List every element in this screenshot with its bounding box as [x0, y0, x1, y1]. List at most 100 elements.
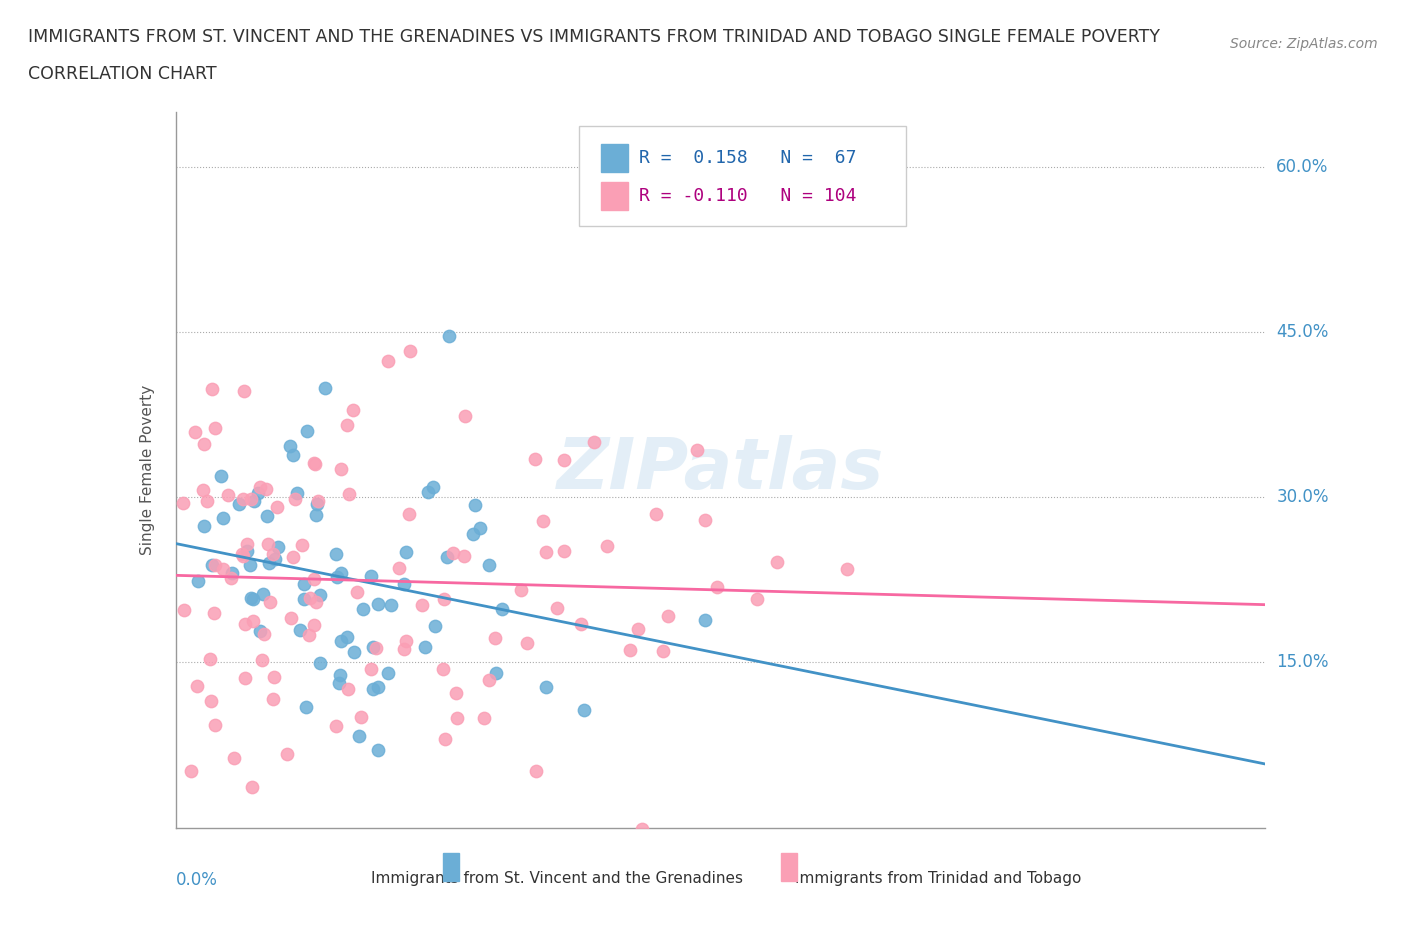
Immigrants from Trinidad and Tobago: [173, 603, 195, 618]
Immigrants from St. Vincent and the Grenadines: [329, 633, 352, 648]
Immigrants from St. Vincent and the Grenadines: [307, 497, 329, 512]
Immigrants from Trinidad and Tobago: [596, 538, 619, 553]
Immigrants from Trinidad and Tobago: [377, 353, 399, 368]
Immigrants from Trinidad and Tobago: [531, 513, 554, 528]
Immigrants from Trinidad and Tobago: [337, 682, 360, 697]
Immigrants from Trinidad and Tobago: [259, 594, 281, 609]
Immigrants from St. Vincent and the Grenadines: [437, 328, 460, 343]
Immigrants from St. Vincent and the Grenadines: [367, 680, 389, 695]
Text: ZIPatlas: ZIPatlas: [557, 435, 884, 504]
Immigrants from Trinidad and Tobago: [569, 617, 592, 631]
Immigrants from Trinidad and Tobago: [330, 461, 353, 476]
Immigrants from Trinidad and Tobago: [619, 643, 641, 658]
Immigrants from Trinidad and Tobago: [200, 694, 222, 709]
Immigrants from Trinidad and Tobago: [472, 711, 495, 725]
Immigrants from St. Vincent and the Grenadines: [278, 438, 301, 453]
Text: 45.0%: 45.0%: [1277, 323, 1329, 341]
Immigrants from St. Vincent and the Grenadines: [367, 597, 389, 612]
Immigrants from St. Vincent and the Grenadines: [534, 680, 557, 695]
Immigrants from Trinidad and Tobago: [398, 344, 420, 359]
Immigrants from Trinidad and Tobago: [193, 436, 215, 451]
Immigrants from Trinidad and Tobago: [392, 642, 415, 657]
Immigrants from St. Vincent and the Grenadines: [267, 539, 290, 554]
Immigrants from St. Vincent and the Grenadines: [309, 656, 332, 671]
Immigrants from St. Vincent and the Grenadines: [478, 557, 501, 572]
Immigrants from St. Vincent and the Grenadines: [314, 380, 336, 395]
Immigrants from Trinidad and Tobago: [217, 488, 239, 503]
Immigrants from Trinidad and Tobago: [233, 384, 256, 399]
Immigrants from Trinidad and Tobago: [262, 547, 284, 562]
Immigrants from St. Vincent and the Grenadines: [464, 498, 486, 512]
Immigrants from Trinidad and Tobago: [453, 549, 475, 564]
FancyBboxPatch shape: [600, 144, 628, 172]
Immigrants from St. Vincent and the Grenadines: [294, 591, 316, 606]
Immigrants from Trinidad and Tobago: [281, 550, 304, 565]
Immigrants from St. Vincent and the Grenadines: [295, 699, 318, 714]
Immigrants from Trinidad and Tobago: [524, 764, 547, 778]
Immigrants from Trinidad and Tobago: [233, 617, 256, 631]
Immigrants from Trinidad and Tobago: [236, 537, 259, 551]
Immigrants from Trinidad and Tobago: [346, 584, 368, 599]
Text: 30.0%: 30.0%: [1277, 488, 1329, 506]
Immigrants from Trinidad and Tobago: [304, 456, 326, 471]
Immigrants from St. Vincent and the Grenadines: [256, 509, 278, 524]
Immigrants from St. Vincent and the Grenadines: [423, 619, 446, 634]
Immigrants from Trinidad and Tobago: [536, 544, 558, 559]
Immigrants from St. Vincent and the Grenadines: [485, 666, 508, 681]
Y-axis label: Single Female Poverty: Single Female Poverty: [141, 384, 155, 555]
Immigrants from St. Vincent and the Grenadines: [239, 558, 262, 573]
Immigrants from St. Vincent and the Grenadines: [325, 570, 347, 585]
Immigrants from St. Vincent and the Grenadines: [470, 521, 492, 536]
Immigrants from Trinidad and Tobago: [201, 382, 224, 397]
Immigrants from Trinidad and Tobago: [263, 670, 285, 684]
Immigrants from Trinidad and Tobago: [484, 631, 506, 645]
Immigrants from Trinidad and Tobago: [364, 640, 387, 655]
Immigrants from Trinidad and Tobago: [307, 494, 329, 509]
Immigrants from Trinidad and Tobago: [202, 605, 225, 620]
Immigrants from Trinidad and Tobago: [254, 482, 277, 497]
Immigrants from St. Vincent and the Grenadines: [249, 623, 271, 638]
Immigrants from St. Vincent and the Grenadines: [209, 468, 232, 483]
Immigrants from Trinidad and Tobago: [242, 614, 264, 629]
Immigrants from Trinidad and Tobago: [441, 545, 464, 560]
Immigrants from Trinidad and Tobago: [478, 672, 501, 687]
Immigrants from Trinidad and Tobago: [240, 780, 263, 795]
Immigrants from St. Vincent and the Grenadines: [285, 485, 308, 500]
Immigrants from Trinidad and Tobago: [233, 671, 256, 685]
Immigrants from St. Vincent and the Grenadines: [252, 587, 274, 602]
Immigrants from Trinidad and Tobago: [388, 561, 411, 576]
Text: Immigrants from Trinidad and Tobago: Immigrants from Trinidad and Tobago: [796, 870, 1081, 885]
Immigrants from Trinidad and Tobago: [524, 452, 547, 467]
Immigrants from Trinidad and Tobago: [516, 635, 538, 650]
Immigrants from Trinidad and Tobago: [398, 507, 420, 522]
Immigrants from Trinidad and Tobago: [546, 601, 568, 616]
Immigrants from Trinidad and Tobago: [645, 506, 668, 521]
Immigrants from St. Vincent and the Grenadines: [360, 568, 382, 583]
Immigrants from St. Vincent and the Grenadines: [695, 613, 717, 628]
Immigrants from Trinidad and Tobago: [325, 719, 347, 734]
Immigrants from St. Vincent and the Grenadines: [325, 547, 347, 562]
Immigrants from St. Vincent and the Grenadines: [347, 729, 370, 744]
Immigrants from St. Vincent and the Grenadines: [212, 511, 235, 525]
Text: Source: ZipAtlas.com: Source: ZipAtlas.com: [1230, 37, 1378, 51]
Immigrants from Trinidad and Tobago: [219, 570, 242, 585]
Immigrants from Trinidad and Tobago: [304, 571, 326, 586]
Text: IMMIGRANTS FROM ST. VINCENT AND THE GRENADINES VS IMMIGRANTS FROM TRINIDAD AND T: IMMIGRANTS FROM ST. VINCENT AND THE GREN…: [28, 28, 1160, 46]
Immigrants from St. Vincent and the Grenadines: [288, 623, 311, 638]
Immigrants from St. Vincent and the Grenadines: [243, 494, 266, 509]
Immigrants from St. Vincent and the Grenadines: [236, 543, 259, 558]
Immigrants from Trinidad and Tobago: [204, 558, 226, 573]
Immigrants from St. Vincent and the Grenadines: [336, 630, 359, 644]
Immigrants from Trinidad and Tobago: [553, 453, 575, 468]
Immigrants from Trinidad and Tobago: [198, 651, 221, 666]
Immigrants from St. Vincent and the Grenadines: [361, 682, 384, 697]
Immigrants from St. Vincent and the Grenadines: [239, 591, 262, 605]
Immigrants from Trinidad and Tobago: [446, 711, 468, 725]
Immigrants from Trinidad and Tobago: [284, 492, 307, 507]
Immigrants from Trinidad and Tobago: [250, 652, 273, 667]
Immigrants from Trinidad and Tobago: [411, 597, 433, 612]
Immigrants from Trinidad and Tobago: [395, 633, 418, 648]
Immigrants from Trinidad and Tobago: [305, 594, 328, 609]
Immigrants from Trinidad and Tobago: [553, 543, 575, 558]
Immigrants from Trinidad and Tobago: [191, 483, 214, 498]
